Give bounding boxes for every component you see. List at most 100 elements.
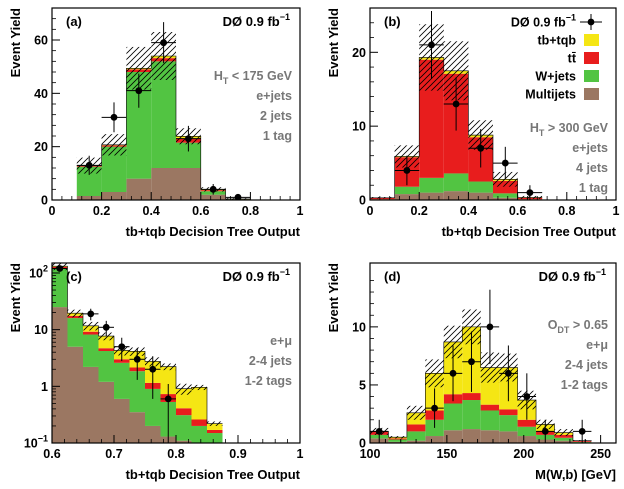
bar-c-0-4 xyxy=(114,398,130,443)
x-axis-a: 0 0.2 0.4 0.6 0.8 1 xyxy=(49,192,304,218)
y-tick-label-b-2: 20 xyxy=(352,46,366,60)
uncertainty-d-4 xyxy=(443,325,463,359)
bar-b-0-1 xyxy=(394,194,420,200)
bar-a-0-5 xyxy=(200,194,226,200)
bar-d-1-10 xyxy=(554,437,573,441)
bar-c-0-3 xyxy=(98,381,114,443)
data-point-a-2 xyxy=(135,87,143,95)
bar-c-0-0 xyxy=(52,307,68,443)
data-point-c-4 xyxy=(133,355,141,363)
annotation-a-1: e+jets xyxy=(256,89,292,103)
plot-area-b xyxy=(370,10,543,200)
legend-swatch-3 xyxy=(584,70,599,82)
y-axis-title-b: Event Yield xyxy=(326,8,341,77)
data-point-a-4 xyxy=(185,135,192,143)
bar-d-1-6 xyxy=(480,410,500,431)
x-tick-label-a-3: 0.6 xyxy=(192,204,209,218)
y-axis-a: 0 20 40 60 xyxy=(34,18,60,208)
uncertainty-c-10 xyxy=(207,421,223,426)
legend-swatch-4 xyxy=(584,88,599,100)
data-point-d-6 xyxy=(523,393,531,400)
y-tick-label-b-1: 10 xyxy=(352,120,366,134)
plot-area-c xyxy=(52,263,223,443)
panel-tag-d: (d) xyxy=(384,269,401,284)
x-tick-label-a-4: 0.8 xyxy=(242,204,259,218)
data-point-b-2 xyxy=(452,100,460,108)
data-point-d-2 xyxy=(449,369,457,377)
bar-c-3-10 xyxy=(207,423,223,430)
bar-c-0-1 xyxy=(67,346,83,443)
bar-c-0-5 xyxy=(129,412,145,443)
panel-c: 0.6 0.7 0.8 0.9 1 10−1 1 10 102 tb+tqb Decision T… xyxy=(8,262,304,482)
uncertainty-d-1 xyxy=(388,436,407,439)
x-tick-label-d-1: 150 xyxy=(436,447,457,461)
annotations-a: HT < 175 GeV e+jets 2 jets 1 tag xyxy=(214,69,293,143)
y-axis-b: 0 10 20 xyxy=(352,22,378,208)
bar-c-1-8 xyxy=(176,415,192,441)
bar-d-0-7 xyxy=(499,431,518,443)
data-point-d-0 xyxy=(375,427,383,435)
bar-b-1-3 xyxy=(443,173,469,192)
uncertainty-d-5 xyxy=(462,309,481,345)
data-points-d xyxy=(370,289,592,443)
x-tick-label-d-2: 200 xyxy=(513,447,534,461)
bar-c-1-4 xyxy=(114,362,130,399)
bar-c-1-10 xyxy=(207,433,223,443)
bar-c-2-4 xyxy=(114,359,130,363)
bar-a-0-1 xyxy=(101,192,127,200)
data-point-c-3 xyxy=(118,343,126,351)
bar-c-0-2 xyxy=(83,366,99,443)
data-points-a xyxy=(76,22,251,200)
annotations-c: e+μ 2-4 jets 1-2 tags xyxy=(245,334,292,388)
bar-b-1-5 xyxy=(493,193,518,198)
bar-d-0-4 xyxy=(443,430,463,443)
bar-d-2-10 xyxy=(554,434,573,438)
data-point-a-5 xyxy=(209,185,217,193)
x-tick-label-b-3: 0.6 xyxy=(509,204,526,218)
bar-d-2-2 xyxy=(406,424,426,432)
x-axis-title-b: tb+tqb Decision Tree Output xyxy=(442,224,617,239)
x-tick-label-a-0: 0 xyxy=(49,204,56,218)
x-tick-label-c-2: 0.8 xyxy=(167,447,184,461)
bar-d-1-4 xyxy=(443,403,463,431)
annotation-d-1: e+μ xyxy=(586,338,608,352)
bar-c-2-10 xyxy=(207,429,223,434)
bar-d-0-3 xyxy=(425,436,444,443)
x-tick-label-a-2: 0.4 xyxy=(143,204,160,218)
bar-c-2-2 xyxy=(83,331,99,335)
bar-d-1-5 xyxy=(462,400,481,430)
x-axis-d: 100 150 200 250 xyxy=(360,435,611,461)
annotation-d-2: 2-4 jets xyxy=(565,358,608,372)
data-point-d-8 xyxy=(578,427,586,435)
x-axis-title-d: M(W,b) [GeV] xyxy=(535,467,616,482)
bar-d-0-6 xyxy=(480,430,500,443)
x-tick-label-d-0: 100 xyxy=(360,447,381,461)
data-point-d-4 xyxy=(486,323,494,331)
x-tick-label-c-0: 0.6 xyxy=(43,447,60,461)
legend-entry-3: W+jets xyxy=(535,70,576,84)
y-tick-label-a-0: 0 xyxy=(41,194,48,208)
bar-b-0-3 xyxy=(443,191,469,200)
uncertainty-c-2 xyxy=(83,321,99,331)
annotation-d-3: 1-2 tags xyxy=(561,378,608,392)
data-point-c-0 xyxy=(56,265,64,272)
x-tick-label-c-3: 0.9 xyxy=(229,447,246,461)
experiment-label-d: DØ 0.9 fb−1 xyxy=(539,267,606,284)
annotation-b-2: 4 jets xyxy=(576,161,608,175)
bar-c-1-3 xyxy=(98,351,114,382)
panel-tag-a: (a) xyxy=(66,14,82,29)
x-axis-b: 0 0.2 0.4 0.6 0.8 1 xyxy=(367,192,620,218)
legend-entry-4: Multijets xyxy=(525,88,576,102)
annotation-a-0: HT < 175 GeV xyxy=(214,69,293,86)
bar-b-0-4 xyxy=(468,192,493,200)
bar-d-0-8 xyxy=(517,436,537,443)
data-point-b-0 xyxy=(403,167,411,174)
bar-c-1-1 xyxy=(67,318,83,347)
series-w+jets xyxy=(370,400,592,443)
uncertainty-c-9 xyxy=(191,384,207,391)
data-point-b-3 xyxy=(477,144,485,152)
bar-c-1-6 xyxy=(145,388,161,426)
x-axis-c: 0.6 0.7 0.8 0.9 1 xyxy=(43,435,304,461)
uncertainty-c-7 xyxy=(160,363,176,371)
